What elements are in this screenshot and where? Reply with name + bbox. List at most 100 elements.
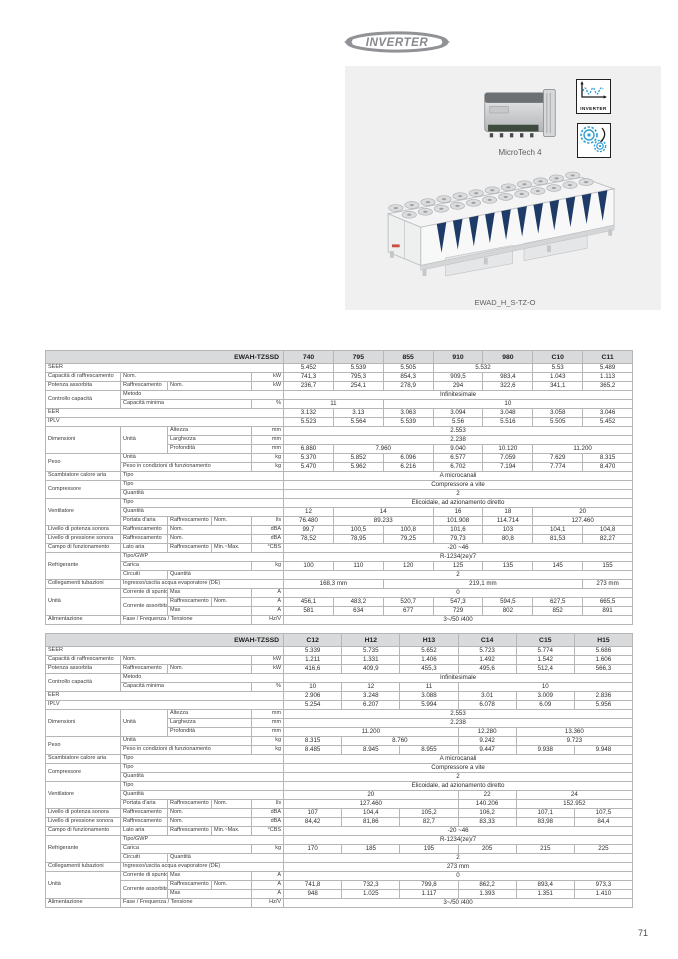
row-label: Circuiti — [120, 570, 168, 580]
spec-row: Ventilatore Tipo Elicoidale, ad azionament… — [45, 781, 633, 809]
inverter-feature-badge: INVERTER — [576, 79, 611, 114]
value-cell: 11 — [283, 399, 384, 409]
inverter-graph-icon — [580, 81, 607, 99]
value-cell: 82,7 — [399, 817, 459, 827]
value-cell: 6.702 — [432, 462, 484, 472]
value-cell: 5.539 — [382, 417, 434, 427]
row-label: Controllo capacità — [45, 390, 121, 409]
row-label: Nom. — [211, 880, 252, 890]
value-cell: 205 — [457, 844, 517, 854]
value-cell: 18 — [482, 507, 534, 517]
spec-row: Circuiti Quantità 2 — [46, 853, 633, 863]
row-label: Livello di pressione sonora — [45, 817, 121, 827]
value-cell: 741,3 — [283, 372, 334, 382]
value-cell: 852 — [532, 606, 584, 616]
spec-row: Capacità di raffrescamento Nom. kW 1.211 1.3… — [45, 655, 634, 665]
spec-row: Unità Corrente di spunto Max A 0 — [45, 588, 633, 616]
value-cell: Compressore a vite — [283, 480, 633, 490]
spec-row: Refrigerante Tipo/GWP R-1234(ze)/7 — [45, 835, 633, 863]
value-cell: 105,2 — [399, 808, 459, 818]
unit-label: kg — [250, 844, 285, 854]
value-cell: 8.485 — [283, 745, 343, 755]
value-cell: 127.460 — [532, 516, 633, 526]
value-cell: 5.956 — [573, 700, 634, 710]
value-cell: 5.505 — [382, 363, 434, 373]
value-cell: 168,3 mm — [283, 579, 384, 589]
value-cell: 125 — [432, 561, 484, 571]
value-cell: 20 — [283, 790, 459, 800]
unit-label: °CBS — [250, 543, 285, 553]
row-label: Refrigerante — [45, 835, 121, 863]
unit-label: mm — [250, 709, 285, 719]
spec-row: SEER 5.339 5.735 5.652 5.723 5.774 5.686 — [44, 646, 634, 656]
spec-row: Refrigerante Tipo/GWP R-1234(ze)/7 — [45, 552, 633, 580]
spec-row: Peso in condizioni di funzionamento kg 5.4… — [46, 462, 633, 472]
row-label: Compressore — [45, 763, 121, 782]
row-label: Capacità minima — [120, 682, 252, 692]
value-cell: 483,2 — [332, 597, 384, 607]
size-column-header: H13 — [399, 633, 459, 647]
value-cell: 3~/50 /400 — [283, 898, 633, 908]
row-label: Compressore — [45, 480, 121, 499]
header-row: EWAH-TZSSD 740 795 855 910 980 C10 C11 — [44, 350, 633, 364]
value-cell: 6.096 — [382, 453, 434, 463]
unit-label: A — [250, 871, 285, 881]
row-label: Altezza — [167, 709, 252, 719]
row-label: Metodo — [119, 390, 285, 400]
value-cell: 104,4 — [341, 808, 401, 818]
value-cell: 1.606 — [573, 655, 634, 665]
value-cell: 6.880 — [283, 444, 334, 454]
value-cell: 7.194 — [482, 462, 534, 472]
value-cell: 104,8 — [582, 525, 633, 535]
value-cell: 3.094 — [432, 408, 484, 418]
spec-row: Carica kg 170 185 195 205 215 225 — [46, 844, 634, 854]
value-cell: 127.460 — [283, 799, 459, 809]
microtech-caption: MicroTech 4 — [498, 148, 542, 157]
value-cell: 862,2 — [457, 880, 517, 890]
chiller-caption: EWAD_H_S-TZ-O — [474, 298, 536, 307]
spec-row: Livello di potenza sonora Raffrescamento N… — [45, 808, 634, 818]
value-cell: 1.043 — [532, 372, 584, 382]
value-cell: 5.452 — [582, 417, 633, 427]
row-label: Raffrescamento — [120, 664, 168, 674]
value-cell: 81,86 — [341, 817, 401, 827]
row-label: Dimensioni — [45, 426, 121, 454]
value-cell: 215 — [515, 844, 575, 854]
spec-row: Potenza assorbita Raffrescamento Nom. kW 416… — [45, 664, 634, 674]
value-cell: 89.233 — [332, 516, 434, 526]
row-label: Nom. — [211, 799, 252, 809]
row-label: Nom. — [167, 817, 252, 827]
value-cell: 795,3 — [332, 372, 384, 382]
spec-row: Portata d'aria Raffrescamento Nom. l/s 127.4… — [46, 799, 634, 809]
row-label: Collegamenti tubazioni — [45, 862, 121, 872]
value-cell: 110 — [332, 561, 384, 571]
size-column-header: C12 — [283, 633, 343, 647]
value-cell: 225 — [573, 844, 634, 854]
value-cell: 5.652 — [399, 646, 459, 656]
value-cell: 627,5 — [532, 597, 584, 607]
row-label: Capacità di raffrescamento — [45, 655, 121, 665]
spec-row: Quantità 12 14 16 18 20 — [46, 507, 633, 517]
row-label: Fase / Frequenza / Tensione — [120, 898, 252, 908]
value-cell: 581 — [283, 606, 334, 616]
value-cell: 634 — [332, 606, 384, 616]
spec-row: Ventilatore Tipo Elicoidale, ad azionament… — [45, 498, 633, 526]
unit-label: mm — [250, 727, 285, 737]
unit-label: mm — [250, 444, 285, 454]
value-cell: 1.542 — [515, 655, 575, 665]
value-cell: 665,5 — [582, 597, 633, 607]
row-label: Larghezza — [167, 435, 252, 445]
spec-row: Portata d'aria Raffrescamento Nom. l/s 76.48… — [46, 516, 633, 526]
unit-label: l/s — [250, 799, 285, 809]
spec-row: Corrente assorbita Raffrescamento Nom. A 741… — [46, 880, 634, 899]
model-name: EWAH-TZSSD — [44, 633, 285, 647]
value-cell: 854,3 — [382, 372, 434, 382]
value-cell: 3.132 — [283, 408, 334, 418]
value-cell: 84,42 — [283, 817, 343, 827]
value-cell: 9.242 — [457, 736, 517, 746]
value-cell: 5.523 — [283, 417, 334, 427]
value-cell: 120 — [382, 561, 434, 571]
spec-row: Collegamenti tubazioni Ingresso/uscita ac… — [45, 862, 633, 872]
value-cell: 799,8 — [399, 880, 459, 890]
value-cell: 185 — [341, 844, 401, 854]
